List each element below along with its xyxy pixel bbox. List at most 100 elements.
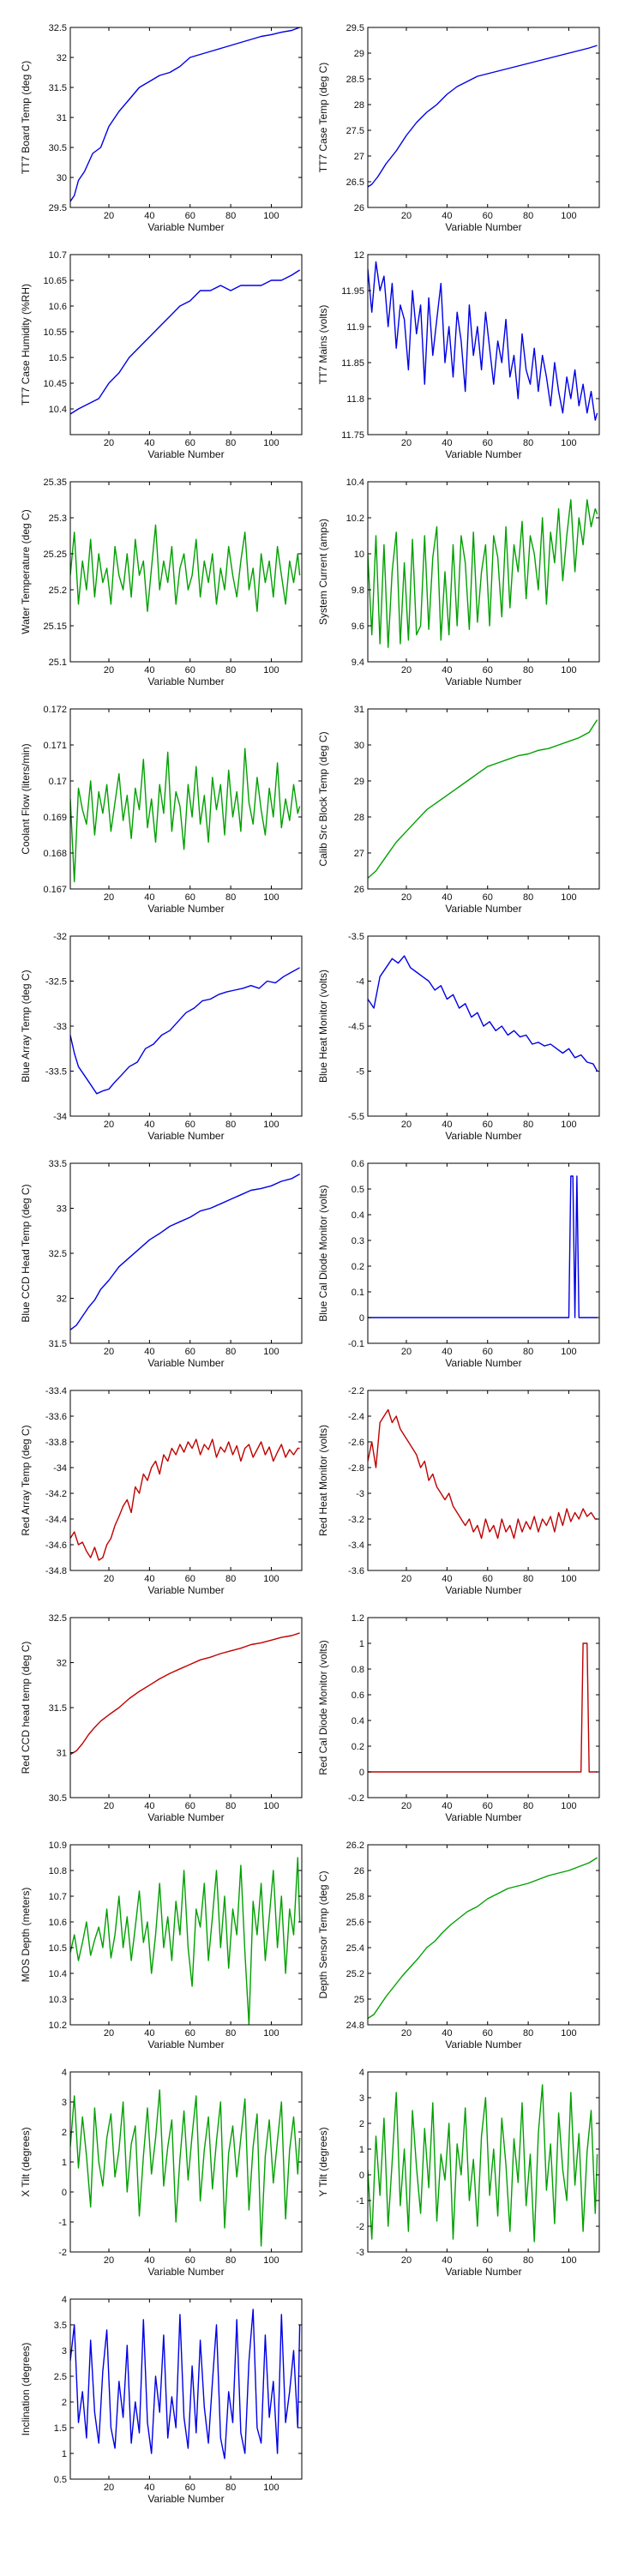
x-tick-label: 40 (442, 1574, 452, 1584)
x-tick-label: 40 (442, 1120, 452, 1130)
x-tick-label: 40 (144, 1120, 154, 1130)
y-tick-label: 30.5 (49, 1793, 67, 1804)
y-tick-label: 0.1 (352, 1288, 364, 1298)
y-tick-label: 31 (57, 1749, 67, 1759)
y-axis-label: TT7 Mains (volts) (317, 305, 329, 385)
x-tick-label: 60 (185, 2483, 195, 2493)
series-line (368, 1175, 598, 1318)
x-tick-label: 20 (104, 665, 114, 676)
y-axis-label: Blue CCD Head Temp (deg C) (20, 1184, 32, 1322)
y-tick-label: 29 (354, 49, 364, 59)
x-tick-label: 20 (401, 665, 412, 676)
y-tick-label: 1 (62, 2158, 67, 2168)
plot-frame (69, 481, 303, 663)
x-tick-label: 20 (104, 1801, 114, 1811)
y-tick-label: 25.4 (346, 1943, 364, 1954)
y-tick-label: -2.8 (348, 1463, 364, 1474)
x-axis-label: Variable Number (147, 1811, 224, 1823)
y-tick-label: -3.6 (348, 1566, 364, 1576)
x-axis-label: Variable Number (445, 903, 521, 915)
series-line (70, 1632, 300, 1756)
y-tick-label: 32 (57, 1659, 67, 1669)
x-tick-label: 80 (523, 1574, 533, 1584)
y-tick-label: 31.5 (49, 1703, 67, 1714)
x-tick-label: 80 (225, 2028, 236, 2039)
x-tick-label: 100 (263, 211, 279, 221)
y-tick-label: 29.5 (49, 203, 67, 213)
series-line (368, 261, 598, 421)
y-tick-label: 10.7 (49, 250, 67, 261)
y-tick-label: 10.6 (49, 302, 67, 312)
x-tick-label: 60 (185, 665, 195, 676)
series-line (368, 1642, 598, 1773)
x-tick-label: 60 (185, 211, 195, 221)
plot-frame (69, 27, 303, 208)
y-tick-label: 0.3 (352, 1236, 364, 1246)
y-tick-label: -34.6 (45, 1540, 67, 1551)
y-tick-label: 28.5 (346, 75, 364, 85)
series-line (70, 1857, 301, 2025)
y-tick-label: 10.65 (43, 276, 67, 286)
x-tick-label: 40 (442, 1347, 452, 1357)
x-tick-label: 100 (263, 2028, 279, 2039)
y-tick-label: -34.8 (45, 1566, 67, 1576)
y-tick-label: 32.5 (49, 1613, 67, 1624)
y-axis-label: Red Array Temp (deg C) (20, 1425, 32, 1535)
series-line (70, 27, 300, 202)
y-tick-label: 2 (359, 2119, 364, 2129)
y-tick-label: 30 (354, 741, 364, 751)
x-tick-label: 20 (104, 1347, 114, 1357)
x-tick-label: 80 (225, 211, 236, 221)
x-axis-label: Variable Number (445, 1811, 521, 1823)
x-tick-label: 100 (561, 1347, 576, 1357)
y-axis-label: TT7 Case Humidity (%RH) (20, 284, 32, 405)
y-tick-label: -33.5 (45, 1067, 67, 1078)
x-axis-label: Variable Number (445, 676, 521, 688)
x-tick-label: 20 (401, 2255, 412, 2266)
y-tick-label: 10.5 (49, 1943, 67, 1954)
y-tick-label: 0.4 (352, 1716, 364, 1726)
y-tick-label: 10.55 (43, 327, 67, 338)
series-line (70, 967, 300, 1095)
x-tick-label: 60 (185, 1120, 195, 1130)
y-tick-label: 0.168 (43, 849, 67, 859)
x-axis-label: Variable Number (445, 2266, 521, 2278)
x-tick-label: 60 (185, 438, 195, 448)
y-tick-label: 0.172 (43, 705, 67, 715)
x-tick-label: 100 (561, 1120, 576, 1130)
chart-1: 20 40 60 80 100 29.5 30 30.5 31 31.5 32 32.5 Variabl… (20, 23, 303, 233)
y-tick-label: 10.45 (43, 379, 67, 389)
x-tick-label: 20 (401, 211, 412, 221)
y-tick-label: 10.4 (49, 1969, 67, 1979)
x-tick-label: 100 (561, 2255, 576, 2266)
x-tick-label: 40 (442, 665, 452, 676)
y-axis-label: TT7 Board Temp (deg C) (20, 61, 32, 175)
x-axis-label: Variable Number (445, 448, 521, 460)
chart-9: 20 40 60 80 100 -34 -33.5 -33 -32.5 -32 Variable N… (20, 932, 303, 1142)
y-axis-label: Blue Cal Diode Monitor (volts) (317, 1185, 329, 1321)
x-tick-label: 80 (225, 665, 236, 676)
y-tick-label: 4 (62, 2295, 67, 2305)
y-tick-label: 30.5 (49, 143, 67, 153)
chart-2: 20 40 60 80 100 26 26.5 27 27.5 28 28.5 29 29.5 Varia… (317, 23, 600, 233)
series-line (368, 45, 598, 188)
y-tick-label: 26 (354, 1866, 364, 1876)
x-tick-label: 80 (225, 1120, 236, 1130)
y-tick-label: 4 (359, 2068, 364, 2078)
y-axis-label: Coolant Flow (liters/min) (20, 743, 32, 854)
x-tick-label: 60 (185, 1347, 195, 1357)
chart-11: 20 40 60 80 100 31.5 32 32.5 33 33.5 Variable Numb… (20, 1159, 303, 1369)
plot-frame (367, 1617, 600, 1798)
plot-frame (69, 2298, 303, 2480)
x-tick-label: 80 (523, 438, 533, 448)
y-tick-label: 27 (354, 152, 364, 162)
x-tick-label: 100 (263, 2483, 279, 2493)
y-tick-label: 27 (354, 849, 364, 859)
y-axis-label: Blue Heat Monitor (volts) (317, 970, 329, 1083)
y-tick-label: 11.75 (341, 430, 364, 441)
y-axis-label: Red Heat Monitor (volts) (317, 1425, 329, 1536)
chart-8: 20 40 60 80 100 26 27 28 29 30 31 Variable Number Ca… (317, 705, 600, 915)
x-tick-label: 80 (523, 2028, 533, 2039)
x-tick-label: 60 (483, 1574, 493, 1584)
